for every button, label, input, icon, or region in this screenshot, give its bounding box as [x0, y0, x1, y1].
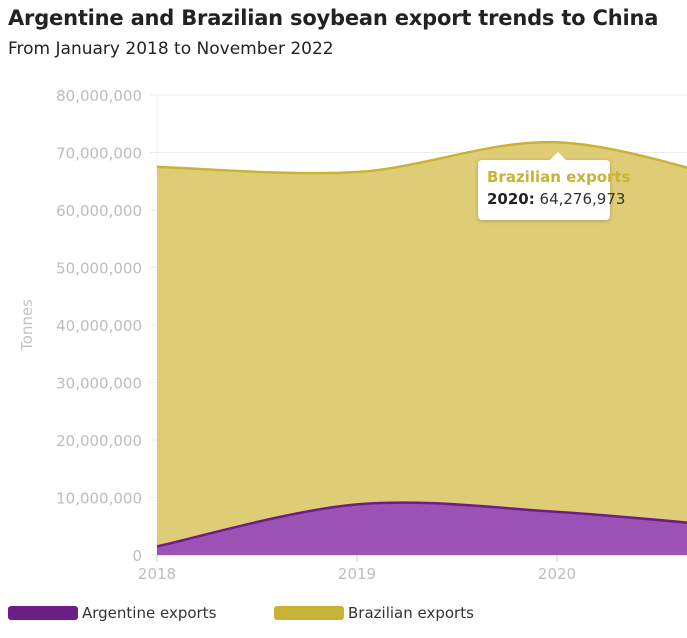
tooltip-year: 2020:: [487, 190, 535, 208]
y-tick-label: 0: [132, 547, 142, 565]
y-tick-label: 70,000,000: [56, 145, 142, 163]
tooltip-arrow: [550, 152, 566, 160]
tooltip-value-line: 2020: 64,276,973: [487, 190, 625, 208]
y-tick-label: 80,000,000: [56, 87, 142, 105]
y-tick-label: 20,000,000: [56, 432, 142, 450]
brazilian-exports-area[interactable]: [157, 142, 687, 547]
plot-areas: [156, 140, 687, 555]
x-tick-label: 2018: [138, 565, 176, 583]
brazilian-exports-line: [156, 140, 687, 175]
tooltip-value: 64,276,973: [539, 190, 626, 208]
y-tick-label: 50,000,000: [56, 260, 142, 278]
tooltip-series: Brazilian exports: [487, 168, 631, 186]
hover-tooltip: Brazilian exports 2020: 64,276,973: [478, 152, 631, 220]
legend-swatch-argentine: [8, 606, 78, 620]
area-chart: 0 10,000,000 20,000,000 30,000,000 40,000,00…: [18, 87, 687, 583]
x-tick-label: 2020: [538, 565, 576, 583]
y-axis-label: Tonnes: [18, 299, 36, 352]
chart-subtitle: From January 2018 to November 2022: [8, 39, 334, 59]
y-tick-label: 60,000,000: [56, 202, 142, 220]
y-tick-label: 30,000,000: [56, 375, 142, 393]
x-tick-label: 2019: [338, 565, 376, 583]
chart-title: Argentine and Brazilian soybean export t…: [8, 6, 659, 30]
legend-item-brazilian[interactable]: Brazilian exports: [274, 603, 474, 623]
y-axis-ticks: 0 10,000,000 20,000,000 30,000,000 40,000,00…: [56, 87, 142, 565]
legend-label-brazilian: Brazilian exports: [348, 604, 474, 622]
y-tick-label: 10,000,000: [56, 490, 142, 508]
y-tick-label: 40,000,000: [56, 317, 142, 335]
legend-label-argentine: Argentine exports: [82, 604, 217, 622]
legend-swatch-brazilian: [274, 606, 344, 620]
x-axis-ticks: 2018 2019 2020: [138, 555, 576, 583]
argentine-exports-line: [156, 501, 687, 548]
legend-item-argentine[interactable]: Argentine exports: [8, 603, 216, 623]
